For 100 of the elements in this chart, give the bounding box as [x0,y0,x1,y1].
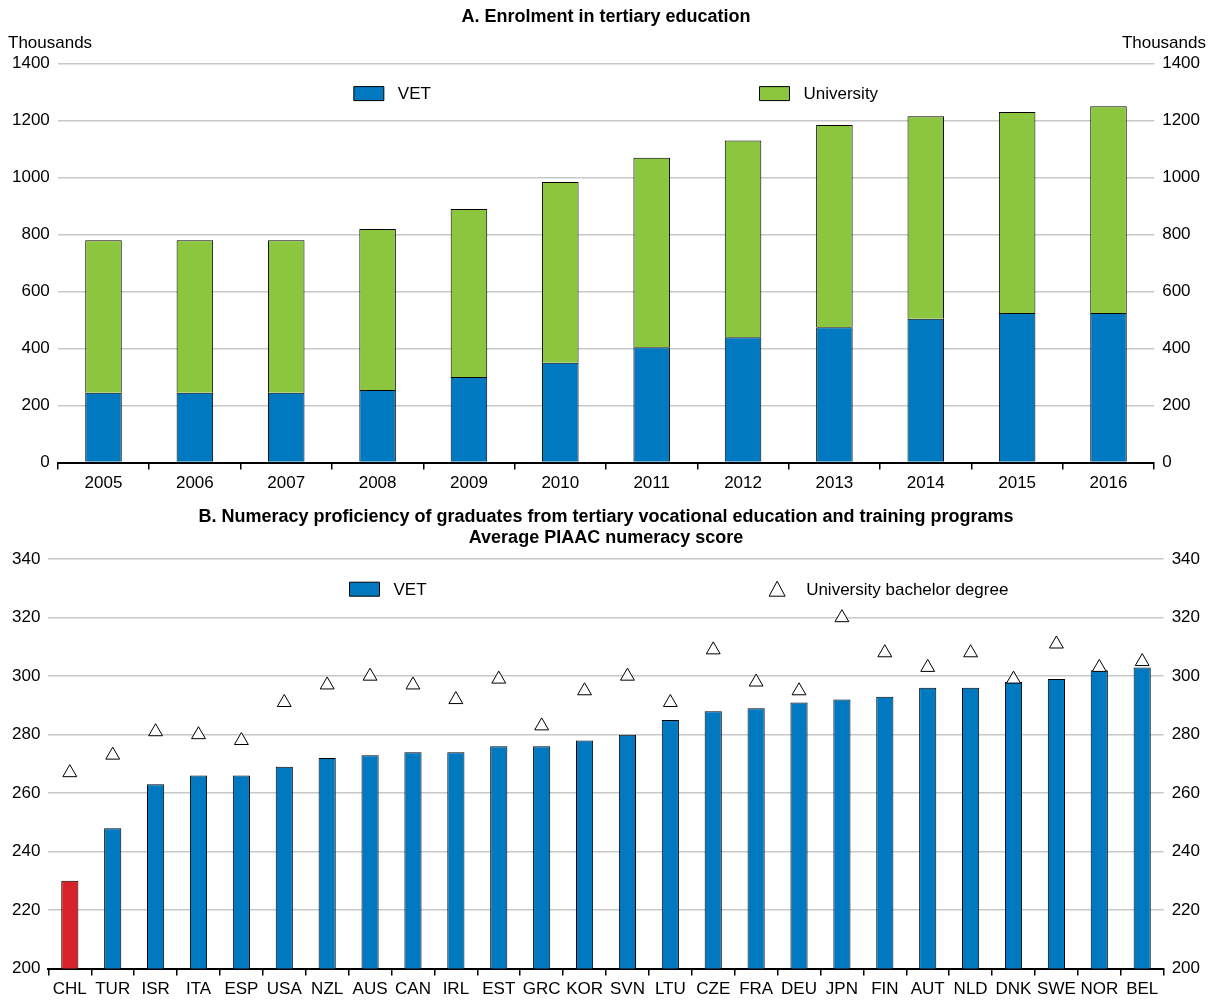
chart-subtitle: Average PIAAC numeracy score [468,527,744,548]
point [748,673,764,687]
point [1091,658,1107,672]
x-tick-label: JPN [825,979,858,999]
x-tick-label: 2008 [358,473,397,493]
y-tick-label: 1400 [11,53,50,73]
y2-tick-label: 340 [1171,548,1201,568]
x-tick-label: 2005 [84,473,123,493]
y-tick-label: 400 [21,338,50,358]
point [534,717,550,731]
x-tick-label: ESP [224,979,259,999]
x-tick-label: 2015 [998,473,1037,493]
point [620,667,635,681]
chart-title: B. Numeracy proficiency of graduates from tertiary vocational education and training programs [198,505,1014,526]
point [577,682,592,696]
x-tick-label: USA [266,979,303,999]
x-tick-label: DNK [995,979,1033,999]
x-tick-label: KOR [566,979,603,999]
x-tick-label: 2006 [175,473,214,493]
x-tick-label: LTU [654,979,686,999]
x-tick-label: FIN [871,979,899,999]
point [791,682,807,696]
y2-tick-label: 240 [1171,841,1201,861]
x-tick-label: DEU [781,979,817,999]
y2-tick-label: 600 [1162,281,1191,301]
legend-label: VET [397,84,431,104]
x-tick-label: NOR [1080,979,1119,999]
x-tick-label: SWE [1037,979,1076,999]
x-tick-label: 2007 [267,473,306,493]
x-tick-label: 2013 [815,473,854,493]
y2-tick-label: 200 [1171,958,1201,978]
point [705,641,721,655]
x-tick-label: EST [482,979,516,999]
point [920,658,936,672]
point [877,644,893,658]
point [105,746,121,760]
x-tick-label: CZE [696,979,731,999]
point [448,691,464,705]
point [1006,670,1021,684]
y2-tick-label: 1400 [1162,53,1201,73]
point [1134,653,1150,667]
x-tick-label: CAN [395,979,431,999]
y-tick-label: 240 [11,841,41,861]
y2-tick-label: 0 [1162,452,1172,472]
legend-label: University bachelor degree [806,579,1009,599]
y-tick-label: 280 [11,724,41,744]
y-tick-label: 0 [40,452,50,472]
y-tick-label: 1200 [11,110,50,130]
point [491,670,507,684]
x-tick-label: 2011 [633,473,670,493]
y-tick-label: 800 [21,224,50,244]
y2-tick-label: 260 [1171,782,1201,802]
x-tick-label: 2012 [724,473,762,493]
x-tick-label: TUR [95,979,131,999]
point [191,726,206,740]
y2-tick-label: 1200 [1162,110,1201,130]
x-tick-label: NZL [311,979,344,999]
y-tick-label: 220 [11,899,41,919]
point [319,676,335,690]
y-tick-label: 320 [11,607,41,627]
y-tick-label: 260 [11,782,41,802]
y2-tick-label: 800 [1162,224,1191,244]
y2-axis-title: Thousands [1121,32,1206,52]
x-tick-label: 2009 [450,473,488,493]
x-tick-label: BEL [1126,979,1159,999]
legend-label: University [803,84,879,104]
y2-tick-label: 220 [1171,899,1201,919]
y-tick-label: 1000 [11,167,50,187]
x-tick-label: CHL [52,979,87,999]
x-tick-label: NLD [953,979,988,999]
y-tick-label: 200 [21,395,50,415]
x-tick-label: IRL [442,979,470,999]
y-tick-label: 600 [21,281,50,301]
point [62,764,78,778]
y2-tick-label: 320 [1171,607,1201,627]
chart-title: A. Enrolment in tertiary education [461,5,751,26]
x-tick-label: GRC [522,979,561,999]
y2-tick-label: 400 [1162,338,1191,358]
legend-label: VET [393,579,427,599]
x-tick-label: 2016 [1089,473,1128,493]
y2-tick-label: 280 [1171,724,1201,744]
x-tick-label: FRA [739,979,774,999]
y2-tick-label: 200 [1162,395,1191,415]
point [233,732,249,746]
point [963,644,979,658]
y-axis-title: Thousands [8,32,93,52]
point [276,693,292,707]
x-tick-label: 2014 [906,473,945,493]
x-tick-label: 2010 [541,473,580,493]
x-tick-label: AUS [352,979,388,999]
point [662,693,678,707]
x-tick-label: ITA [185,979,212,999]
y2-tick-label: 300 [1171,665,1201,685]
x-tick-label: AUT [910,979,945,999]
x-tick-label: ISR [141,979,170,999]
point [405,676,421,690]
point [1048,635,1064,649]
y-tick-label: 200 [11,958,41,978]
point [148,723,164,737]
y-tick-label: 340 [11,548,41,568]
